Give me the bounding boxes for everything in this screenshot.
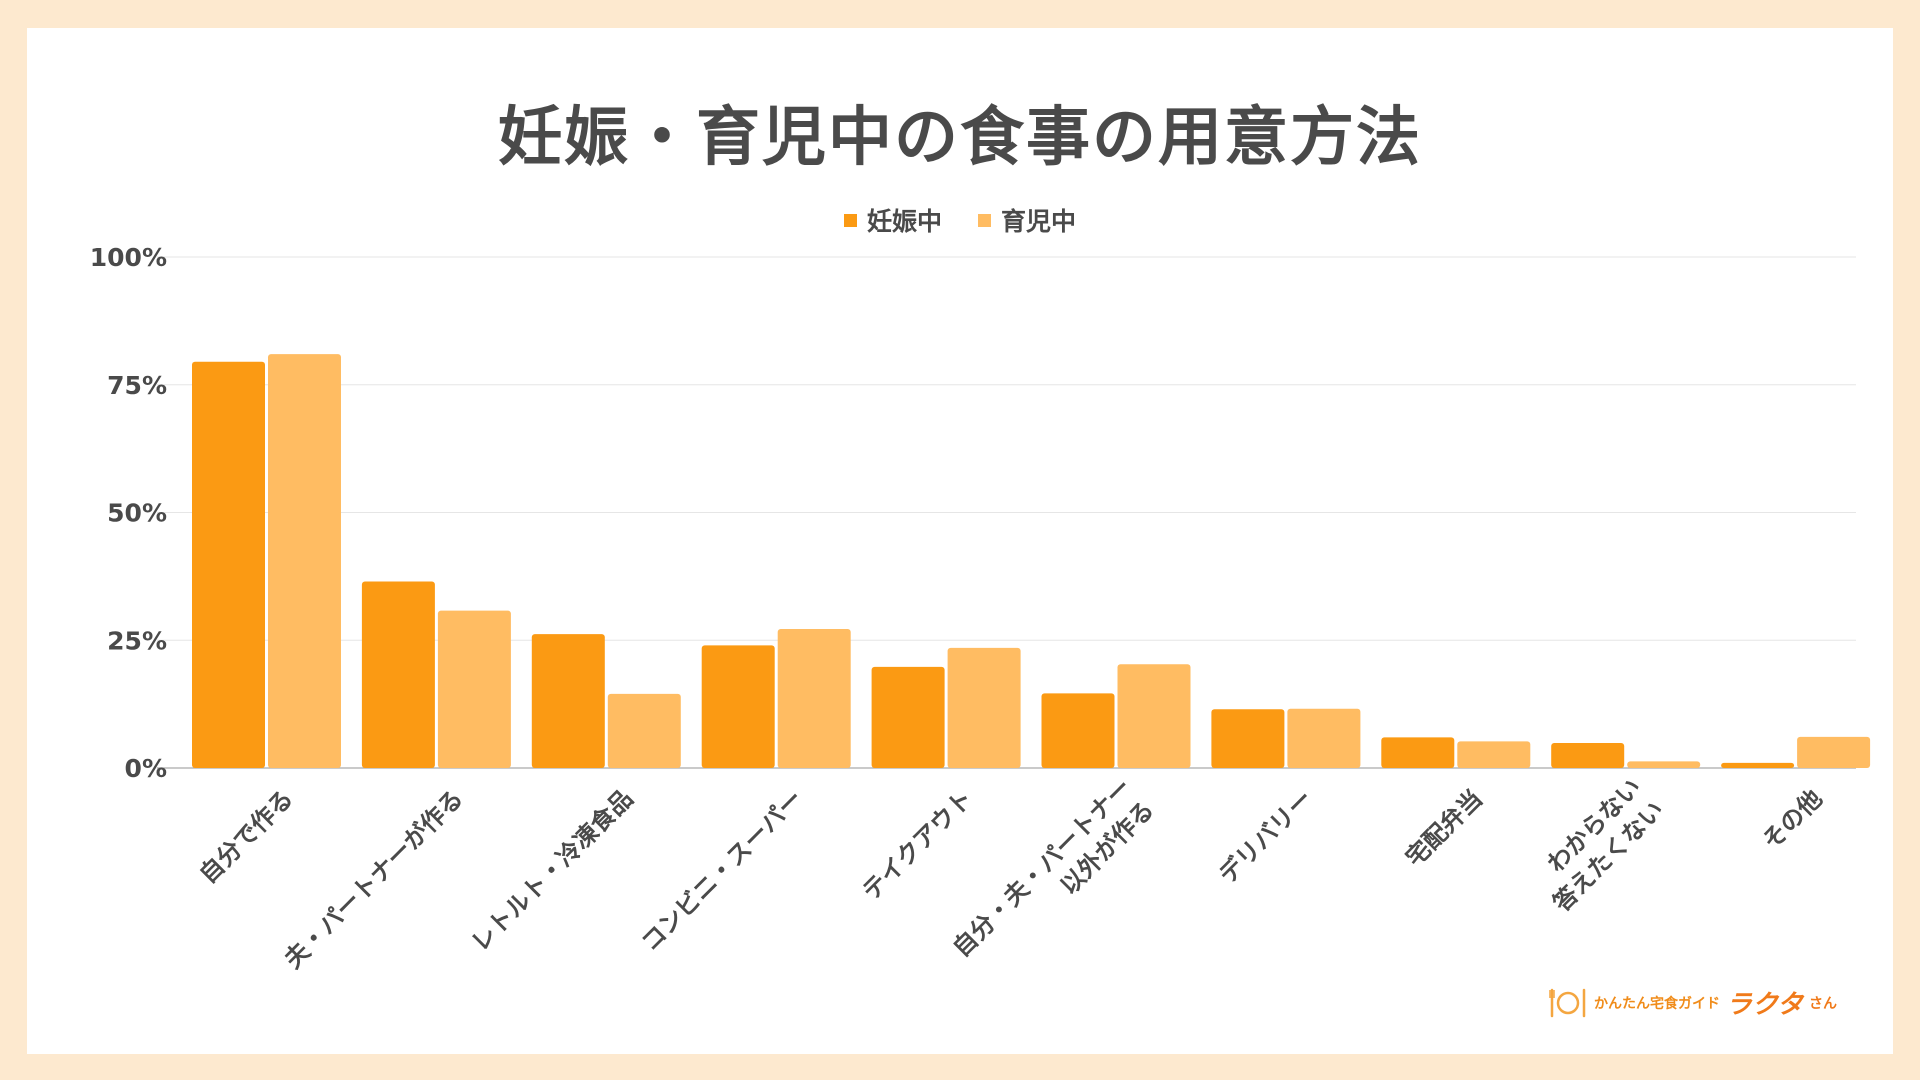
- bar-pregnancy: [192, 361, 265, 768]
- bar-childcare: [1287, 708, 1361, 768]
- x-tick-label: 夫・パートナーが作る: [279, 784, 469, 974]
- legend-label-childcare: 育児中: [1001, 207, 1077, 236]
- bar-pregnancy: [871, 666, 945, 768]
- bar-childcare: [1457, 741, 1531, 768]
- legend-label-pregnancy: 妊娠中: [866, 207, 942, 236]
- plate-fork-knife-icon: [1549, 988, 1586, 1017]
- bar-childcare: [437, 610, 511, 768]
- logo-name: ラクタ: [1726, 990, 1803, 1020]
- bar-childcare: [607, 693, 681, 768]
- y-tick-label: 50%: [107, 499, 167, 528]
- x-tick-label: 自分で作る: [194, 784, 299, 889]
- bar-pregnancy: [701, 645, 775, 768]
- x-tick-label-line: コンビニ・スーパー: [636, 784, 808, 956]
- x-tick-label: レトルト・冷凍食品: [466, 784, 639, 957]
- x-tick-label-line: 自分・夫・パートナー: [947, 773, 1137, 963]
- x-tick-label-line: 夫・パートナーが作る: [279, 784, 469, 974]
- brand-logo: かんたん宅食ガイド ラクタ さん: [1548, 984, 1837, 1021]
- y-tick-label: 75%: [107, 371, 167, 400]
- y-tick-label: 0%: [125, 754, 167, 783]
- x-tick-label: デリバリー: [1213, 784, 1318, 889]
- bar-pregnancy: [1211, 709, 1285, 768]
- legend: 妊娠中 育児中: [0, 202, 1920, 238]
- bar-pregnancy: [1721, 762, 1795, 768]
- bar-childcare: [1627, 761, 1701, 768]
- bar-pregnancy: [1381, 737, 1455, 768]
- legend-item-pregnancy: 妊娠中: [843, 202, 942, 238]
- bar-pregnancy: [531, 634, 605, 768]
- x-tick-label-line: 自分で作る: [194, 784, 299, 889]
- x-tick-label: その他: [1757, 784, 1828, 855]
- bar-childcare: [268, 354, 341, 768]
- bar-childcare: [777, 629, 851, 768]
- bar-pregnancy: [1551, 742, 1625, 768]
- logo-tagline: かんたん宅食ガイド: [1594, 995, 1720, 1012]
- x-tick-label-line: デリバリー: [1213, 784, 1318, 889]
- x-tick-label-line: その他: [1757, 784, 1828, 855]
- legend-item-childcare: 育児中: [978, 202, 1076, 238]
- bar-pregnancy: [361, 581, 435, 768]
- x-tick-label-line: 宅配弁当: [1400, 784, 1488, 872]
- x-tick-label-line: レトルト・冷凍食品: [466, 784, 639, 957]
- bar-childcare: [947, 647, 1021, 768]
- bar-pregnancy: [1041, 693, 1115, 768]
- x-tick-label: テイクアウト: [857, 784, 978, 905]
- bar-childcare: [1797, 736, 1871, 768]
- x-tick-label: 宅配弁当: [1400, 784, 1488, 872]
- legend-swatch-childcare: [978, 213, 991, 227]
- chart-title: 妊娠・育児中の食事の用意方法: [498, 101, 1422, 175]
- x-tick-label-line: テイクアウト: [857, 784, 978, 905]
- y-tick-label: 100%: [90, 243, 167, 272]
- logo-suffix: さん: [1808, 995, 1837, 1012]
- x-tick-label: コンビニ・スーパー: [636, 784, 808, 956]
- bar-childcare: [1117, 664, 1191, 768]
- legend-swatch-pregnancy: [843, 213, 857, 227]
- y-tick-label: 25%: [107, 626, 167, 655]
